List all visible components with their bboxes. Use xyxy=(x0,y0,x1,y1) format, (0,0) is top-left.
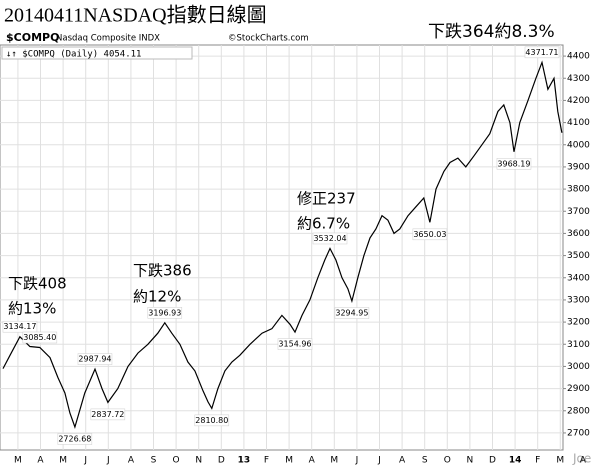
x-tick-label: A xyxy=(309,456,316,466)
value-label: 3294.95 xyxy=(335,309,368,318)
value-label-box xyxy=(147,307,183,319)
value-label-box xyxy=(412,228,448,241)
y-tick-label: 3100 xyxy=(567,340,590,350)
x-tick-label: D xyxy=(489,456,496,466)
y-tick-label: 4200 xyxy=(567,96,590,106)
value-label: 2987.94 xyxy=(78,355,111,364)
y-tick-label: 3500 xyxy=(567,251,590,261)
x-tick-label: M xyxy=(14,456,22,466)
value-label: 3532.04 xyxy=(313,234,346,243)
x-tick-label: O xyxy=(173,456,180,466)
x-tick-label: O xyxy=(444,456,451,466)
x-tick-label: N xyxy=(467,456,474,466)
x-tick-label: A xyxy=(580,456,587,466)
subtitle: Nasdaq Composite INDX xyxy=(56,34,160,44)
y-tick-label: 3900 xyxy=(567,162,590,172)
value-label-box xyxy=(77,353,113,365)
value-label: 2810.80 xyxy=(195,416,228,425)
value-label-box xyxy=(496,158,532,170)
value-label: 4371.71 xyxy=(525,48,558,57)
legend xyxy=(1,46,193,60)
value-label: 3968.19 xyxy=(497,159,530,168)
value-label: 3196.93 xyxy=(148,308,181,317)
value-label: 3085.40 xyxy=(23,333,56,342)
x-tick-label: M xyxy=(285,456,293,466)
chart-title: 20140411NASDAQ指數日線圖 xyxy=(4,4,267,27)
x-tick-label: M xyxy=(330,456,338,466)
y-tick-label: 2900 xyxy=(567,384,590,394)
value-label-box xyxy=(312,232,348,245)
value-label: 3154.96 xyxy=(278,340,311,349)
x-tick-label: A xyxy=(37,456,44,466)
annotation: 修正237 xyxy=(297,190,356,208)
plot-area xyxy=(0,44,564,451)
x-tick-label: 14 xyxy=(509,456,522,466)
annotation: 約13% xyxy=(8,300,56,318)
annotation: 下跌386 xyxy=(133,262,192,280)
series: 3134.17 3085.40 2726.68 2987.94 2837.72 3196.… xyxy=(2,46,563,445)
value-label: 3134.17 xyxy=(3,322,36,331)
legend-last-value: 4054.11 xyxy=(104,49,142,59)
symbol: $COMPQ xyxy=(6,31,59,44)
watermark: Joe xyxy=(572,452,591,466)
x-tick-label: F xyxy=(535,456,540,466)
y-tick-label: 3000 xyxy=(567,362,590,372)
x-tick-label: J xyxy=(355,456,359,466)
x-tick-label: S xyxy=(422,456,428,466)
annotation: 約12% xyxy=(133,288,181,306)
x-tick-label: A xyxy=(128,456,135,466)
x-tick-label: J xyxy=(83,456,87,466)
annotation: 下跌364約8.3% xyxy=(428,22,555,42)
grid xyxy=(0,45,566,450)
source: ©StockCharts.com xyxy=(228,34,309,44)
x-tick-label: 13 xyxy=(238,456,251,466)
legend-entry: ↓↑ $COMPQ (Daily) 4054.11 xyxy=(6,49,141,59)
x-tick-label: M xyxy=(59,456,67,466)
x-tick-label: S xyxy=(151,456,157,466)
x-tick-label: D xyxy=(218,456,225,466)
price-line xyxy=(2,60,563,429)
x-tick-label: J xyxy=(106,456,110,466)
value-label-box xyxy=(57,433,93,445)
y-tick-label: 3800 xyxy=(567,185,590,195)
y-tick-label: 3600 xyxy=(567,229,590,239)
x-tick-label: A xyxy=(399,456,406,466)
x-tick-label: M xyxy=(556,456,564,466)
y-tick-label: 3200 xyxy=(567,318,590,328)
annotation: 約6.7% xyxy=(297,215,350,233)
y-tick-label: 2800 xyxy=(567,406,590,416)
value-label-box xyxy=(2,320,38,333)
value-label-box xyxy=(90,408,126,421)
value-label-box xyxy=(194,414,230,427)
value-label-box xyxy=(334,307,370,319)
x-tick-label: J xyxy=(377,456,381,466)
legend-icon: ↓↑ xyxy=(6,49,22,59)
y-tick-label: 4100 xyxy=(567,118,590,128)
value-label: 3650.03 xyxy=(413,230,446,239)
value-label: 2837.72 xyxy=(91,410,124,419)
value-label-box xyxy=(277,338,313,350)
y-tick-label: 4400 xyxy=(567,52,590,62)
legend-name: $COMPQ (Daily) xyxy=(22,49,98,59)
y-tick-label: 3700 xyxy=(567,207,590,217)
y-tick-label: 4000 xyxy=(567,140,590,150)
y-tick-label: 3400 xyxy=(567,273,590,283)
y-tick-label: 3300 xyxy=(567,295,590,305)
y-tick-label: 4300 xyxy=(567,74,590,84)
value-label-box xyxy=(22,331,58,344)
y-tick-label: 2700 xyxy=(567,428,590,438)
annotation: 下跌408 xyxy=(8,275,67,293)
value-label: 2726.68 xyxy=(58,435,91,444)
value-label-box xyxy=(524,46,560,59)
x-tick-label: N xyxy=(195,456,202,466)
x-tick-label: F xyxy=(264,456,269,466)
